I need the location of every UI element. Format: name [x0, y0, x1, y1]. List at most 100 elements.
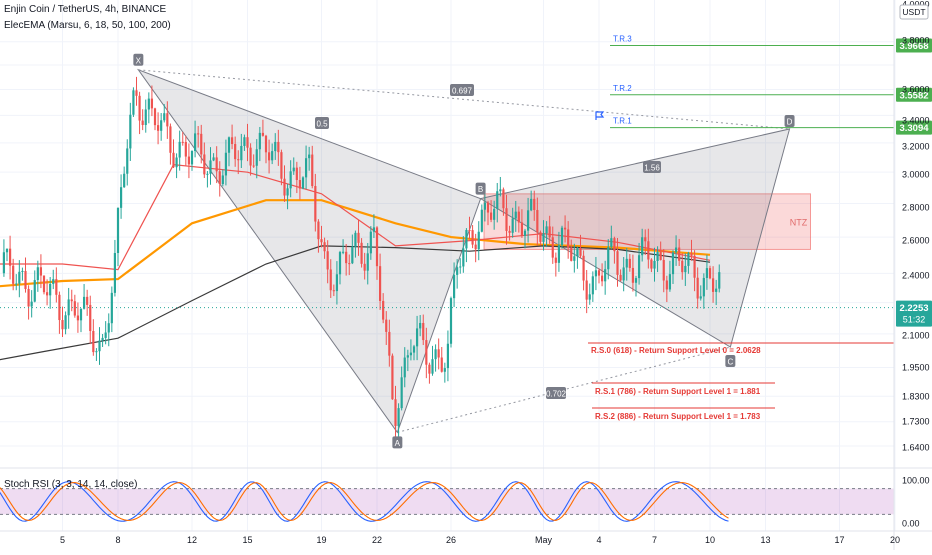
candle-body: [360, 242, 363, 264]
candle-body: [292, 167, 295, 172]
candle-body: [144, 109, 147, 126]
candle-body: [483, 202, 487, 210]
candle-body: [348, 263, 351, 265]
harmonic-pattern[interactable]: [136, 68, 791, 434]
pattern-ratio-badge: [315, 117, 329, 129]
candle-body: [496, 191, 499, 209]
candle-body: [283, 178, 286, 196]
target-price-text: 3.5582: [899, 90, 928, 101]
candle-body: [674, 247, 678, 253]
candle-body: [89, 304, 92, 332]
candle-body: [486, 202, 490, 213]
candle-body: [625, 258, 628, 268]
candle-body: [696, 277, 699, 299]
pattern-point-label: B: [478, 185, 483, 194]
pattern-ratio-badge: [643, 161, 661, 173]
level-lines[interactable]: T.R.3 3.9668 T.R.2 3.5582 T.R.1 3.3094 R.S.0 (…: [0, 35, 932, 421]
candle-body: [286, 188, 289, 196]
candle-body: [400, 377, 403, 409]
support-label: R.S.1 (786) - Return Support Level 1 = 1…: [595, 387, 761, 396]
candle-body: [311, 154, 314, 187]
candle-body: [98, 340, 101, 352]
bar-countdown: 51:32: [903, 315, 926, 325]
candle-body: [656, 251, 659, 261]
candle-body: [665, 280, 668, 290]
candle-body: [422, 322, 425, 341]
candle-body: [277, 141, 280, 153]
candle-body: [579, 248, 582, 256]
target-price-text: 3.3094: [899, 123, 929, 134]
indicator-legend[interactable]: ElecEMA (Marsu, 6, 18, 50, 100, 200): [4, 20, 171, 31]
candle-body: [551, 237, 554, 258]
target-label: T.R.1: [613, 117, 632, 126]
candle-body: [212, 157, 215, 161]
candle-body: [711, 278, 715, 292]
candle-body: [502, 189, 505, 209]
candle-body: [2, 252, 6, 274]
stoch-band: [0, 488, 894, 515]
candle-body: [79, 308, 83, 321]
candle-body: [295, 167, 298, 180]
currency-label: USDT: [902, 7, 925, 17]
candle-body: [597, 270, 601, 276]
candle-body: [560, 227, 564, 246]
candle-body: [545, 226, 548, 234]
symbol-legend[interactable]: Enjin Coin / TetherUS, 4h, BINANCE: [4, 4, 167, 15]
time-tick-label: 12: [187, 535, 197, 545]
candle-body: [267, 152, 271, 161]
candle-body: [224, 152, 228, 176]
candle-body: [385, 319, 388, 332]
time-tick-label: 7: [652, 535, 657, 545]
candle-body: [304, 158, 308, 178]
candle-body: [119, 187, 123, 208]
candle-body: [499, 189, 502, 192]
candle-body: [511, 218, 514, 233]
candle-body: [634, 278, 638, 283]
candle-body: [27, 288, 30, 307]
candle-body: [237, 159, 240, 161]
candle-body: [76, 315, 80, 321]
candle-body: [341, 251, 345, 253]
pattern-point-label: X: [136, 56, 142, 65]
stoch-k-line: [0, 481, 729, 522]
candle-body: [708, 268, 712, 279]
candle-body: [378, 266, 382, 301]
candle-body: [243, 137, 246, 146]
price-tick-label: 1.7300: [902, 417, 930, 427]
time-tick-label: 19: [316, 535, 326, 545]
candle-body: [647, 241, 650, 260]
candle-body: [271, 151, 274, 161]
stoch-rsi-pane[interactable]: [0, 467, 932, 522]
candle-body: [607, 247, 610, 270]
candle-body: [172, 152, 175, 168]
candle-body: [616, 251, 619, 275]
candle-body: [613, 238, 616, 252]
stoch-legend[interactable]: Stoch RSI (3, 3, 14, 14, close): [4, 479, 138, 490]
candle-body: [437, 349, 440, 358]
candle-body: [52, 279, 55, 284]
candle-body: [113, 253, 117, 293]
candle-body: [705, 268, 709, 278]
candle-body: [369, 231, 372, 254]
candle-body: [671, 252, 675, 275]
candle-body: [681, 260, 684, 273]
candle-body: [415, 328, 419, 347]
flag-icon[interactable]: [595, 111, 605, 120]
currency-box[interactable]: [899, 4, 929, 20]
candle-body: [101, 337, 104, 341]
time-tick-label: 17: [834, 535, 844, 545]
pattern-ratio-label: 0.5: [316, 120, 328, 129]
candle-body: [622, 267, 625, 281]
time-tick-label: 15: [242, 535, 252, 545]
candle-body: [169, 126, 172, 153]
candle-body: [594, 270, 598, 277]
candle-body: [588, 294, 591, 300]
price-tick-label: 3.0000: [902, 170, 930, 180]
candle-body: [240, 145, 243, 161]
candle-body: [335, 274, 339, 292]
candle-body: [366, 253, 369, 271]
candle-body: [702, 277, 705, 297]
candle-body: [563, 227, 567, 230]
